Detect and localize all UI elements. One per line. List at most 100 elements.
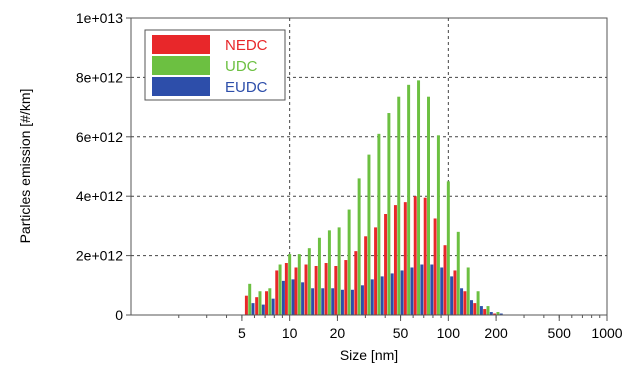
bar-eudc <box>331 288 335 315</box>
bar-nedc <box>294 267 298 315</box>
bar-udc <box>446 181 450 315</box>
bar-nedc <box>255 297 259 315</box>
legend-label-eudc: EUDC <box>225 79 268 96</box>
bar-udc <box>347 209 351 315</box>
bar-nedc <box>384 214 388 315</box>
bar-eudc <box>400 270 404 315</box>
y-tick-label: 1e+013 <box>76 10 123 26</box>
bar-eudc <box>499 313 503 315</box>
bar-eudc <box>261 304 265 315</box>
bar-eudc <box>340 289 344 315</box>
bar-eudc <box>271 298 275 315</box>
bar-udc <box>407 84 411 315</box>
bar-nedc <box>374 227 378 315</box>
bar-nedc <box>344 260 348 315</box>
bar-nedc <box>354 251 358 315</box>
bar-udc <box>486 306 490 315</box>
bar-eudc <box>430 264 434 315</box>
y-tick-label: 8e+012 <box>76 69 123 85</box>
bar-eudc <box>479 306 483 315</box>
bar-udc <box>327 230 331 315</box>
bar-udc <box>397 96 401 315</box>
bar-udc <box>466 267 470 315</box>
bar-udc <box>427 96 430 315</box>
bar-udc <box>496 312 500 315</box>
bar-udc <box>297 254 301 315</box>
bar-eudc <box>301 282 305 315</box>
bar-udc <box>387 113 391 315</box>
y-tick-label: 4e+012 <box>76 188 123 204</box>
bar-nedc <box>483 309 487 315</box>
bar-nedc <box>314 265 318 315</box>
bar-eudc <box>370 279 374 315</box>
bar-nedc <box>265 291 269 315</box>
legend-swatch-udc <box>152 56 210 75</box>
bar-nedc <box>433 218 437 315</box>
legend-label-nedc: NEDC <box>225 37 268 54</box>
y-tick-label: 0 <box>115 307 123 323</box>
bar-eudc <box>420 264 424 315</box>
bar-udc <box>268 288 272 315</box>
bar-nedc <box>393 205 397 315</box>
x-tick-label: 500 <box>548 325 572 341</box>
bar-eudc <box>460 288 464 315</box>
bar-udc <box>337 227 341 315</box>
x-tick-label: 5 <box>238 325 246 341</box>
bar-udc <box>258 291 262 315</box>
bar-eudc <box>360 285 364 315</box>
bar-udc <box>456 231 460 315</box>
bar-nedc <box>493 313 497 315</box>
bar-eudc <box>489 312 493 315</box>
bar-nedc <box>364 236 368 315</box>
bar-nedc <box>334 265 338 315</box>
bar-nedc <box>423 197 427 315</box>
bar-udc <box>377 133 381 315</box>
bar-udc <box>357 178 361 315</box>
bars <box>244 80 503 316</box>
bar-eudc <box>440 267 444 315</box>
y-tick-label: 6e+012 <box>76 129 123 145</box>
x-axis-label: Size [nm] <box>340 347 398 363</box>
bar-eudc <box>251 303 255 315</box>
bar-eudc <box>311 288 315 315</box>
legend-swatch-nedc <box>152 35 210 54</box>
bar-nedc <box>403 202 407 315</box>
x-tick-label: 10 <box>282 325 298 341</box>
x-tick-label: 50 <box>393 325 409 341</box>
bar-nedc <box>304 264 308 315</box>
bar-udc <box>417 80 421 316</box>
x-tick-label: 100 <box>437 325 461 341</box>
legend: NEDC UDC EUDC <box>144 29 286 101</box>
bar-udc <box>288 254 292 315</box>
bar-nedc <box>463 291 467 315</box>
bar-nedc <box>324 263 328 315</box>
bar-nedc <box>275 270 279 315</box>
bar-eudc <box>380 276 384 315</box>
bar-udc <box>248 283 252 315</box>
bar-nedc <box>413 196 417 315</box>
bar-eudc <box>410 267 414 315</box>
x-tick-label: 200 <box>484 325 508 341</box>
bar-nedc <box>443 245 447 315</box>
bar-udc <box>476 291 480 315</box>
y-axis-label: Particles emission [#/km] <box>17 89 33 244</box>
bar-udc <box>307 248 311 315</box>
bar-eudc <box>470 300 473 315</box>
axes: 0 2e+012 4e+012 6e+012 8e+012 1e+013 5 10 20 50 10… <box>76 10 623 341</box>
bar-udc <box>367 154 371 315</box>
bar-udc <box>436 135 440 315</box>
bar-nedc <box>244 295 248 315</box>
legend-label-udc: UDC <box>225 58 258 75</box>
x-tick-label: 20 <box>330 325 346 341</box>
bar-udc <box>317 237 321 315</box>
bar-eudc <box>321 288 325 315</box>
x-tick-label: 1000 <box>591 325 622 341</box>
bar-nedc <box>453 270 457 315</box>
bar-eudc <box>281 280 285 315</box>
legend-swatch-eudc <box>152 77 210 96</box>
y-tick-label: 2e+012 <box>76 248 123 264</box>
bar-nedc <box>473 303 477 315</box>
bar-eudc <box>291 279 295 315</box>
